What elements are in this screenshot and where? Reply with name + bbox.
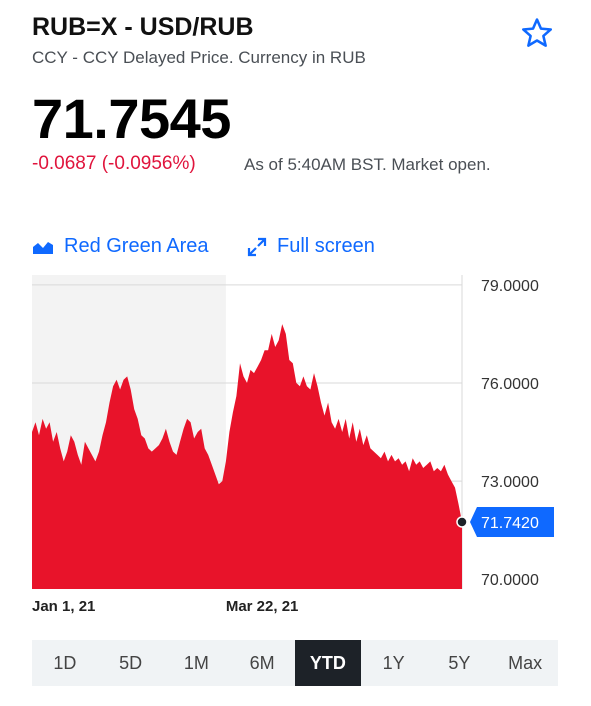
range-button-5y[interactable]: 5Y: [448, 652, 471, 673]
fullscreen-button[interactable]: Full screen: [247, 235, 375, 258]
as-of-timestamp: As of 5:40AM BST. Market open.: [244, 155, 491, 174]
price-chart[interactable]: 79.0000 76.0000 73.0000 70.0000 Jan 1, 21 Ma…: [0, 275, 591, 615]
current-value-badge: [470, 506, 554, 537]
chart-style-button[interactable]: Red Green Area: [32, 235, 209, 258]
price-area: [32, 324, 462, 589]
symbol-title: RUB=X - USD/RUB: [32, 13, 254, 41]
range-button-1d[interactable]: 1D: [53, 652, 77, 673]
range-button-6m[interactable]: 6M: [249, 652, 275, 673]
y-tick-label: 70.0000: [481, 572, 539, 589]
star-icon[interactable]: [520, 16, 554, 50]
y-tick-label: 73.0000: [481, 474, 539, 491]
x-tick-label: Mar 22, 21: [226, 598, 299, 615]
fullscreen-label: Full screen: [277, 235, 375, 257]
current-value-label: 71.7420: [481, 515, 539, 532]
area-chart-icon: [33, 241, 53, 254]
y-tick-label: 76.0000: [481, 376, 539, 393]
y-tick-label: 79.0000: [481, 278, 539, 295]
range-button-max[interactable]: Max: [508, 652, 543, 673]
range-button-1m[interactable]: 1M: [183, 652, 209, 673]
range-button-5d[interactable]: 5D: [119, 652, 143, 673]
x-tick-label: Jan 1, 21: [32, 598, 95, 615]
quote-subtitle: CCY - CCY Delayed Price. Currency in RUB: [32, 48, 366, 67]
current-price: 71.7545: [32, 87, 231, 150]
current-value-dot: [456, 516, 468, 528]
expand-icon: [247, 237, 267, 256]
range-button-1y[interactable]: 1Y: [382, 652, 405, 673]
price-change: -0.0687 (-0.0956%): [32, 153, 196, 174]
chart-style-label: Red Green Area: [64, 235, 209, 257]
range-selector: 1D 5D 1M 6M YTD 1Y 5Y Max: [32, 640, 558, 686]
range-button-ytd[interactable]: YTD: [295, 640, 361, 686]
